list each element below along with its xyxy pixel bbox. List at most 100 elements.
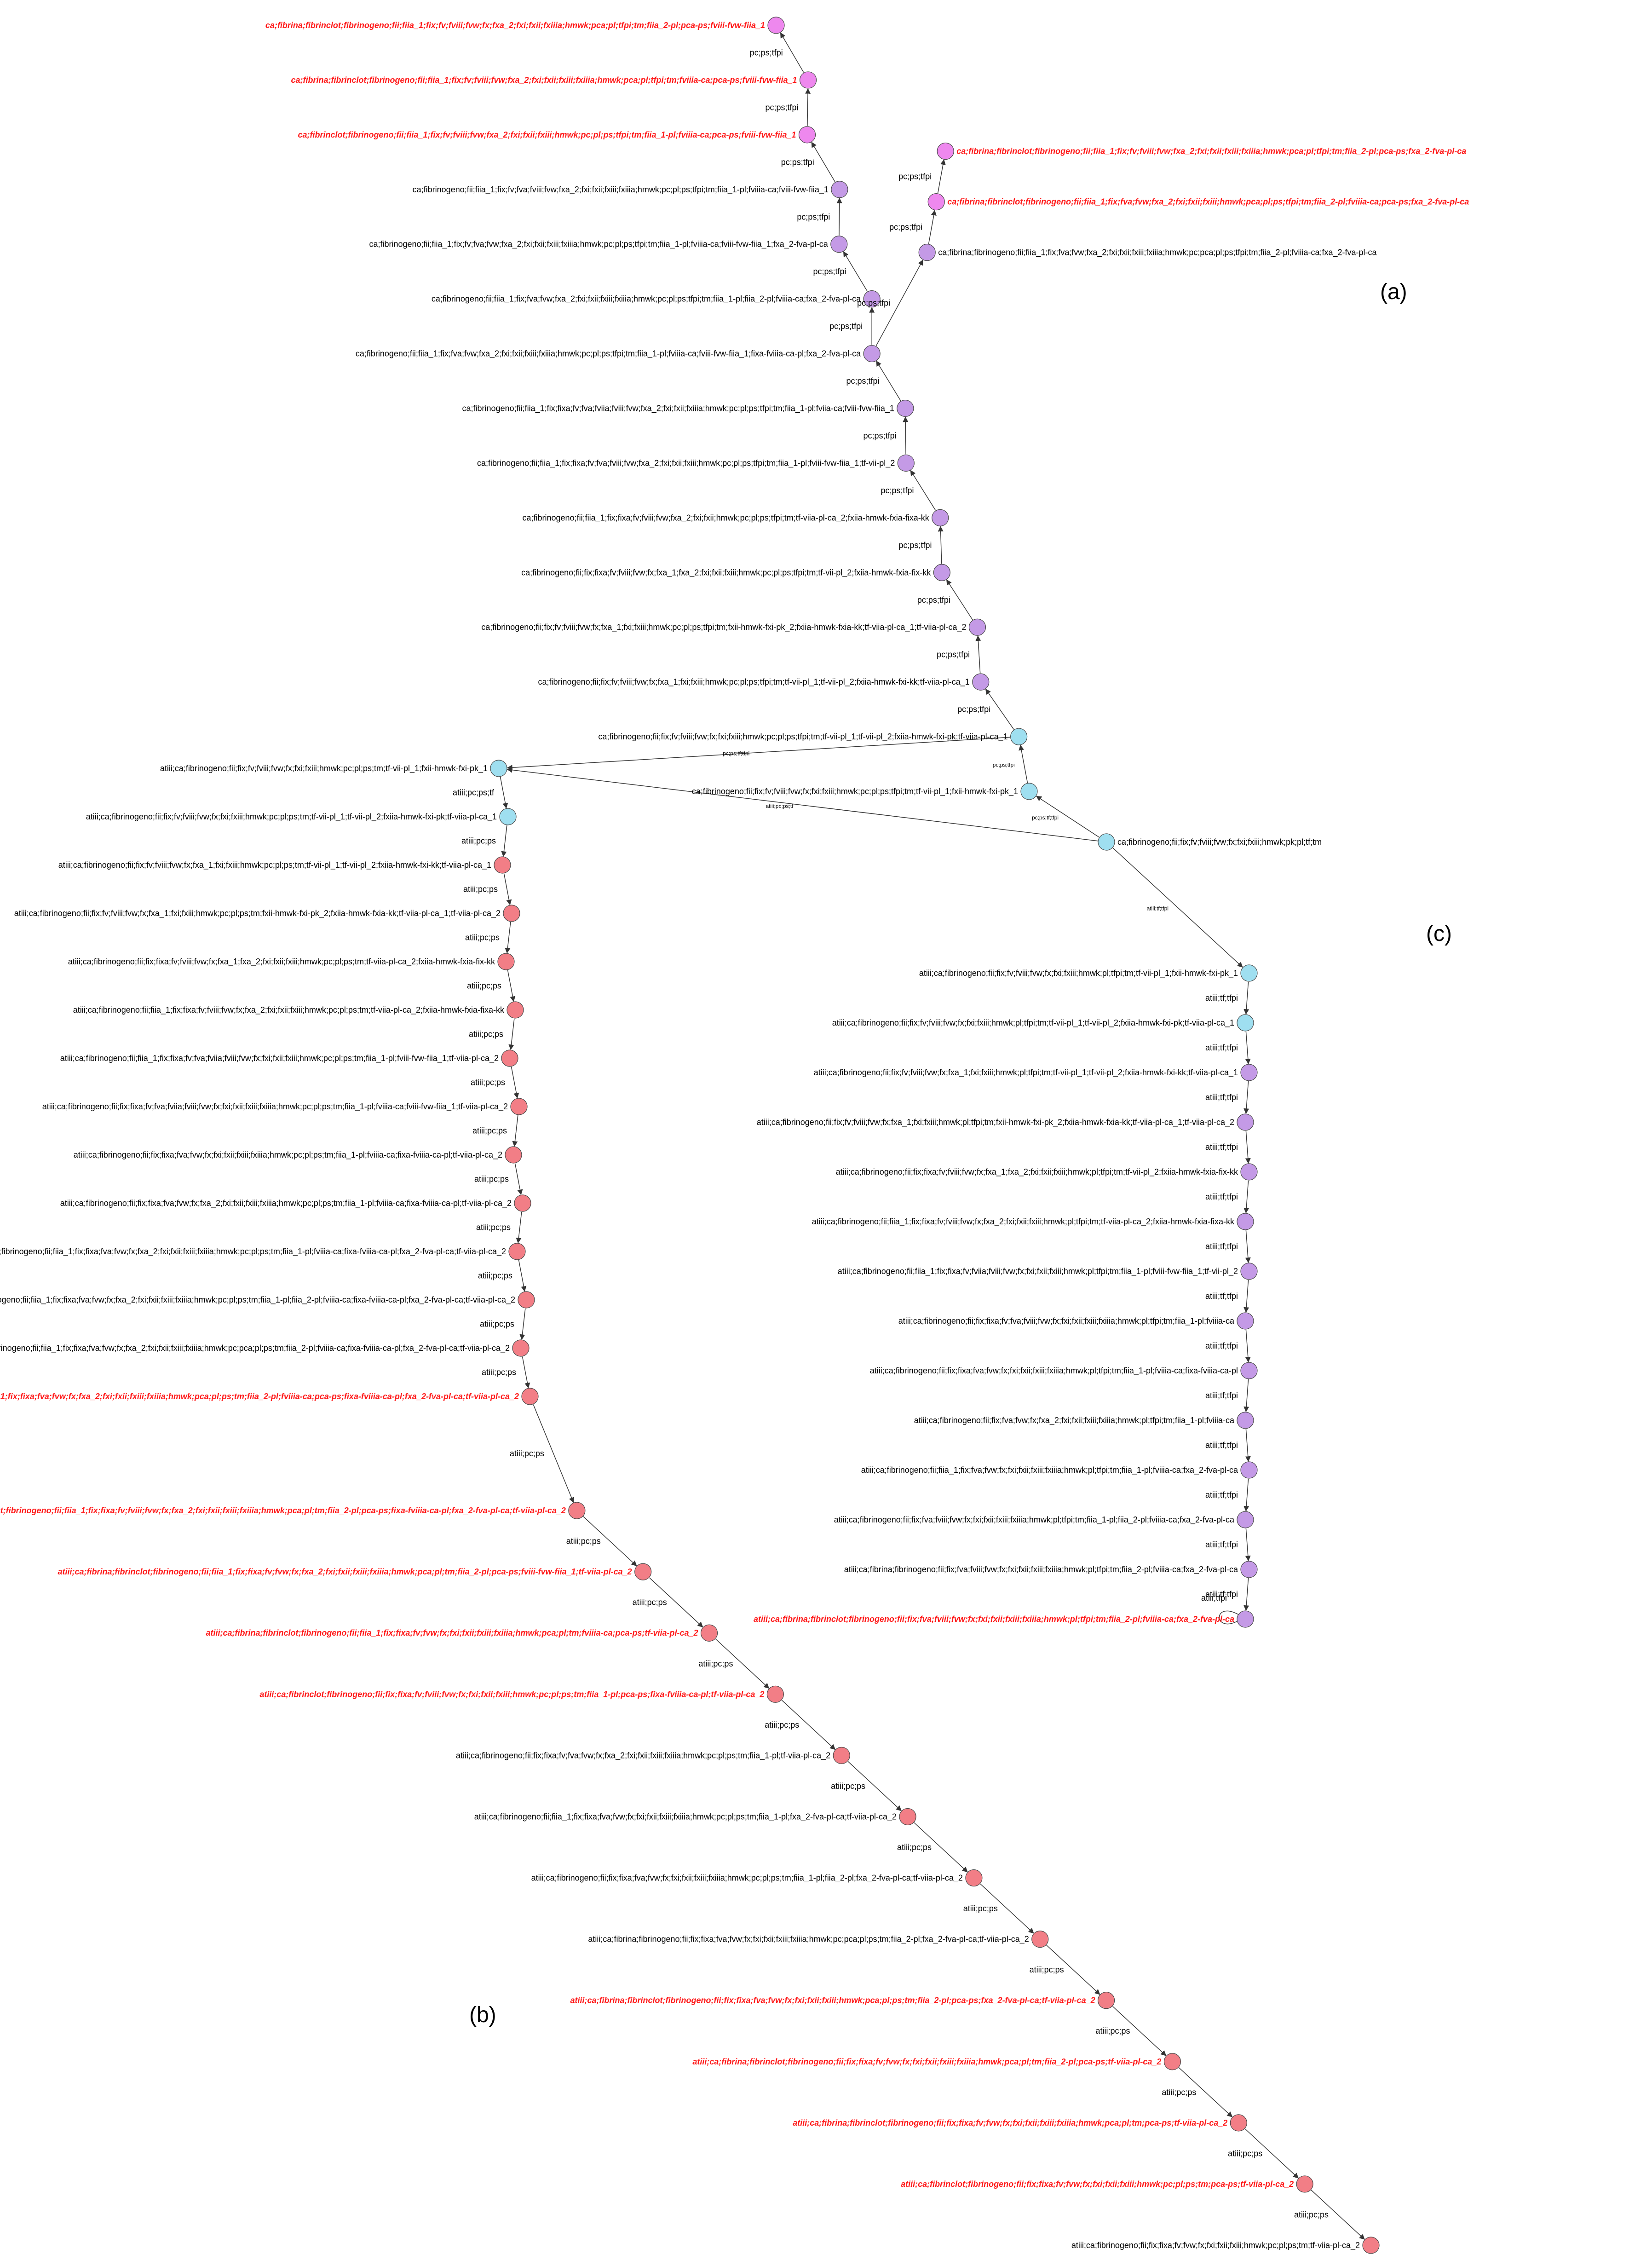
edge-a-12-label: pc;ps;tfpi	[781, 157, 814, 167]
edge-c-13	[1243, 1578, 1249, 1611]
edge-c-13-label: atiii;tf;tfpi	[1205, 1590, 1238, 1599]
node-a-9-label: ca;fibrinogeno;fii;fiia_1;fix;fva;fvw;fx…	[432, 294, 861, 304]
edge-a-1-label: pc;ps;tfpi	[993, 762, 1015, 768]
node-b-22-label: atiii;ca;fibrina;fibrinclot;fibrinogeno;…	[570, 1996, 1095, 2005]
node-a-12	[798, 126, 816, 144]
node-b-0-label: atiii;ca;fibrinogeno;fii;fix;fv;fviii;fv…	[160, 764, 488, 773]
node-a2-0-label: ca;fibrina;fibrinogeno;fii;fiia_1;fix;fv…	[938, 248, 1377, 258]
node-a-14	[767, 17, 785, 34]
node-a-10	[830, 236, 848, 253]
edge-ab-link	[507, 737, 1010, 771]
node-c-6-label: atiii;ca;fibrinogeno;fii;fiia_1;fix;fixa…	[838, 1267, 1238, 1276]
edge-a-5-label: pc;ps;tfpi	[899, 541, 932, 550]
node-c-3	[1237, 1113, 1254, 1131]
labels-layer: ca;fibrinogeno;fii;fix;fv;fviii;fvw;fx;f…	[0, 21, 1469, 2250]
edge-b-23	[1112, 2006, 1167, 2056]
edge-root-c-label: atiii;tf;tfpi	[1147, 905, 1168, 912]
edge-a2-1-label: pc;ps;tfpi	[889, 223, 922, 232]
node-a-2-label: ca;fibrinogeno;fii;fix;fv;fviii;fvw;fx;f…	[538, 677, 970, 687]
edge-c-6-label: atiii;tf;tfpi	[1205, 1242, 1238, 1251]
edge-b-1-label: atiii;pc;ps;tf	[453, 788, 495, 797]
node-b-15	[634, 1563, 652, 1580]
edge-b-26	[1311, 2190, 1365, 2240]
edge-a-5	[938, 526, 944, 564]
edge-b-13-label: atiii;pc;ps	[482, 1368, 516, 1377]
edge-b-26-label: atiii;pc;ps	[1294, 2210, 1329, 2219]
edge-b-6-label: atiii;pc;ps	[469, 1030, 503, 1039]
edge-b-25-label: atiii;pc;ps	[1228, 2149, 1262, 2158]
edge-b-19	[847, 1761, 902, 1811]
node-a-5	[932, 509, 949, 526]
edge-b-14-label: atiii;pc;ps	[510, 1449, 544, 1458]
node-b-20-label: atiii;ca;fibrinogeno;fii;fix;fixa;fva;fv…	[531, 1874, 963, 1883]
edge-b-8	[512, 1115, 518, 1147]
edge-b-22	[1046, 1944, 1100, 1995]
edge-a-11	[836, 197, 842, 236]
edge-b-22-label: atiii;pc;ps	[1030, 1965, 1064, 1974]
node-a2-0	[918, 243, 936, 261]
edge-b-25	[1244, 2128, 1299, 2179]
edge-ab-link-label: pc;ps;tf;tfpi	[723, 750, 749, 757]
edge-a2-2-label: pc;ps;tfpi	[898, 172, 932, 181]
panel-label-c: (c)	[1426, 922, 1452, 946]
node-b-17-label: atiii;ca;fibrinclot;fibrinogeno;fii;fix;…	[259, 1689, 764, 1699]
edge-b-21	[980, 1883, 1034, 1934]
node-a-13-label: ca;fibrina;fibrinclot;fibrinogeno;fii;fi…	[291, 75, 797, 85]
edge-b-18	[781, 1700, 836, 1750]
edge-a-10	[843, 251, 868, 292]
edge-c-7	[1243, 1280, 1249, 1313]
edge-b-3	[503, 873, 512, 905]
edge-b-14	[533, 1404, 575, 1503]
node-b-24-label: atiii;ca;fibrina;fibrinclot;fibrinogeno;…	[793, 2118, 1227, 2128]
node-c-1	[1237, 1014, 1254, 1032]
node-a-2	[972, 673, 990, 691]
node-c-9-label: atiii;ca;fibrinogeno;fii;fix;fva;fvw;fx;…	[914, 1416, 1235, 1425]
edge-c-3-label: atiii;tf;tfpi	[1205, 1093, 1238, 1102]
node-b-15-label: atiii;ca;fibrina;fibrinclot;fibrinogeno;…	[58, 1567, 632, 1576]
node-c-7	[1237, 1312, 1254, 1330]
edge-c-self-label: atiii;tfpi	[1201, 1593, 1227, 1603]
node-a-10-label: ca;fibrinogeno;fii;fiia_1;fix;fv;fva;fvw…	[369, 240, 828, 249]
edge-a-3-label: pc;ps;tfpi	[937, 650, 970, 659]
node-c-12	[1240, 1561, 1258, 1578]
node-a-7	[897, 399, 914, 417]
edge-b-7	[511, 1067, 519, 1099]
edge-b-2-label: atiii;pc;ps	[461, 836, 496, 846]
node-b-5	[507, 1001, 524, 1019]
node-a-12-label: ca;fibrinclot;fibrinogeno;fii;fiia_1;fix…	[298, 130, 796, 139]
edge-a2-0	[875, 259, 923, 346]
node-c-13	[1237, 1610, 1254, 1628]
edge-a-12	[811, 142, 835, 182]
node-c-11-label: atiii;ca;fibrinogeno;fii;fix;fva;fviii;f…	[834, 1515, 1235, 1525]
edge-b-18-label: atiii;pc;ps	[765, 1720, 799, 1730]
edge-c-6	[1245, 1230, 1251, 1263]
node-b-2-label: atiii;ca;fibrinogeno;fii;fix;fv;fviii;fv…	[58, 860, 491, 870]
node-b-3	[503, 905, 520, 922]
edge-b-17-label: atiii;pc;ps	[698, 1659, 733, 1668]
node-b-1	[499, 808, 517, 825]
node-c-5	[1237, 1213, 1254, 1230]
edge-a2-0-label: pc;ps;tfpi	[857, 299, 890, 308]
edge-a-8	[876, 360, 901, 401]
edge-c-5	[1243, 1180, 1249, 1214]
node-a-1	[1010, 728, 1028, 745]
edge-b-6	[508, 1018, 515, 1050]
edge-root-a	[1036, 796, 1099, 838]
edge-a-8-label: pc;ps;tfpi	[846, 376, 879, 386]
node-b-25-label: atiii;ca;fibrinclot;fibrinogeno;fii;fix;…	[901, 2180, 1294, 2189]
edge-c-1-label: atiii;tf;tfpi	[1205, 993, 1238, 1003]
edge-a-9-label: pc;ps;tfpi	[829, 322, 863, 331]
edge-a-4	[946, 579, 973, 620]
node-b-21-label: atiii;ca;fibrina;fibrinogeno;fii;fix;fix…	[588, 1935, 1029, 1944]
edge-a-14	[780, 32, 804, 73]
edge-b-24-label: atiii;pc;ps	[1162, 2087, 1196, 2097]
edge-b-1	[500, 777, 508, 809]
edge-a-2-label: pc;ps;tfpi	[957, 705, 990, 714]
node-c-3-label: atiii;ca;fibrinogeno;fii;fix;fv;fviii;fv…	[757, 1118, 1234, 1127]
node-c-10	[1240, 1461, 1258, 1479]
node-b-4-label: atiii;ca;fibrinogeno;fii;fix;fixa;fv;fvi…	[68, 957, 495, 967]
node-b-4	[497, 953, 515, 970]
edge-a2-1	[928, 210, 937, 244]
node-b-12-label: atiii;ca;fibrina;fibrinogeno;fii;fiia_1;…	[0, 1343, 510, 1353]
panel-label-a: (a)	[1380, 280, 1407, 304]
